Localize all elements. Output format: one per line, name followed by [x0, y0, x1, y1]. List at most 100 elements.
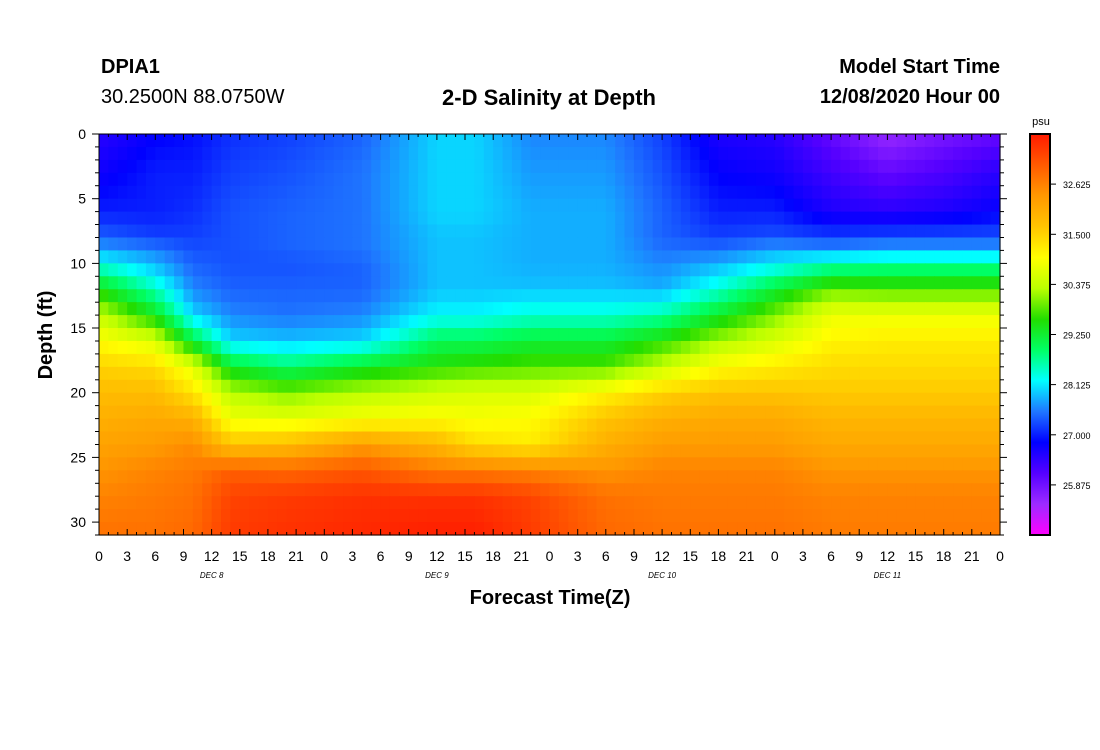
- heatmap-cell: [924, 522, 935, 536]
- heatmap-cell: [324, 379, 335, 394]
- heatmap-cell: [671, 470, 682, 484]
- heatmap-cell: [314, 340, 325, 355]
- heatmap-cell: [436, 444, 447, 458]
- heatmap-cell: [296, 340, 307, 355]
- heatmap-cell: [971, 418, 982, 433]
- heatmap-cell: [371, 250, 382, 264]
- heatmap-cell: [755, 276, 766, 290]
- heatmap-cell: [380, 379, 391, 394]
- heatmap-cell: [615, 302, 626, 316]
- heatmap-cell: [446, 522, 457, 536]
- heatmap-cell: [962, 146, 973, 161]
- heatmap-cell: [662, 470, 673, 484]
- axes: 0 3 6 9 12 15 18 21 0 3 6 9 12 15 18 21 0 3 6 9 12 15 18 21 0 3 6 9…: [70, 126, 1007, 580]
- heatmap-cell: [990, 431, 1001, 446]
- heatmap-cell: [502, 379, 513, 394]
- heatmap-cell: [934, 470, 945, 484]
- heatmap-cell: [737, 172, 748, 187]
- heatmap-cell: [136, 457, 147, 471]
- heatmap-cell: [483, 457, 494, 471]
- heatmap-cell: [906, 366, 917, 381]
- heatmap-cell: [690, 237, 701, 252]
- heatmap-cell: [746, 159, 757, 174]
- heatmap-cell: [352, 134, 363, 148]
- heatmap-cell: [418, 496, 429, 510]
- heatmap-cell: [699, 418, 710, 433]
- heatmap-cell: [877, 353, 888, 368]
- heatmap-cell: [352, 237, 363, 252]
- heatmap-cell: [812, 263, 823, 277]
- heatmap-cell: [859, 496, 870, 510]
- heatmap-cell: [615, 237, 626, 252]
- heatmap-cell: [774, 302, 785, 316]
- heatmap-cell: [746, 315, 757, 329]
- heatmap-cell: [868, 159, 879, 174]
- heatmap-cell: [127, 379, 138, 394]
- heatmap-cell: [906, 379, 917, 394]
- heatmap-cell: [737, 379, 748, 394]
- heatmap-cell: [380, 483, 391, 497]
- heatmap-cell: [990, 315, 1001, 329]
- heatmap-cell: [446, 431, 457, 446]
- heatmap-cell: [943, 211, 954, 226]
- heatmap-cell: [249, 211, 260, 226]
- heatmap-cell: [643, 134, 654, 148]
- heatmap-cell: [202, 405, 213, 420]
- heatmap-cell: [314, 185, 325, 200]
- heatmap-cell: [136, 302, 147, 316]
- heatmap-cell: [877, 315, 888, 329]
- heatmap-cell: [896, 509, 907, 523]
- heatmap-cell: [314, 276, 325, 290]
- heatmap-cell: [840, 289, 851, 303]
- heatmap-cell: [418, 289, 429, 303]
- heatmap-cell: [943, 470, 954, 484]
- heatmap-cell: [230, 496, 241, 510]
- heatmap-cell: [530, 276, 541, 290]
- heatmap-cell: [953, 237, 964, 252]
- heatmap-cell: [249, 146, 260, 161]
- heatmap-cell: [784, 353, 795, 368]
- heatmap-cell: [540, 276, 551, 290]
- heatmap-cell: [577, 315, 588, 329]
- heatmap-cell: [718, 509, 729, 523]
- heatmap-cell: [624, 328, 635, 342]
- heatmap-cell: [727, 496, 738, 510]
- heatmap-cell: [709, 315, 720, 329]
- heatmap-cell: [709, 198, 720, 213]
- heatmap-cell: [943, 315, 954, 329]
- heatmap-cell: [371, 366, 382, 381]
- heatmap-cell: [896, 522, 907, 536]
- heatmap-cell: [868, 379, 879, 394]
- heatmap-cell: [286, 379, 297, 394]
- heatmap-cell: [258, 276, 269, 290]
- heatmap-cell: [108, 366, 119, 381]
- heatmap-cell: [352, 483, 363, 497]
- heatmap-cell: [718, 250, 729, 264]
- heatmap-cell: [221, 340, 231, 355]
- heatmap-cell: [380, 366, 391, 381]
- heatmap-cell: [136, 379, 147, 394]
- heatmap-cell: [202, 172, 213, 187]
- heatmap-cell: [493, 185, 504, 200]
- heatmap-cell: [887, 211, 898, 226]
- heatmap-cell: [521, 237, 532, 252]
- heatmap-cell: [164, 328, 175, 342]
- heatmap-cell: [145, 522, 156, 536]
- heatmap-cell: [906, 522, 917, 536]
- heatmap-cell: [802, 302, 813, 316]
- heatmap-cell: [877, 159, 888, 174]
- heatmap-cell: [502, 263, 513, 277]
- heatmap-cell: [577, 211, 588, 226]
- heatmap-cell: [633, 224, 644, 239]
- heatmap-cell: [652, 328, 663, 342]
- heatmap-cell: [605, 509, 616, 523]
- heatmap-cell: [418, 237, 429, 252]
- heatmap-cell: [802, 328, 813, 342]
- heatmap-cell: [906, 483, 917, 497]
- heatmap-cell: [924, 289, 935, 303]
- heatmap-cell: [887, 328, 898, 342]
- heatmap-cell: [127, 353, 138, 368]
- heatmap-cell: [859, 483, 870, 497]
- heatmap-cell: [709, 444, 720, 458]
- heatmap-cell: [690, 315, 701, 329]
